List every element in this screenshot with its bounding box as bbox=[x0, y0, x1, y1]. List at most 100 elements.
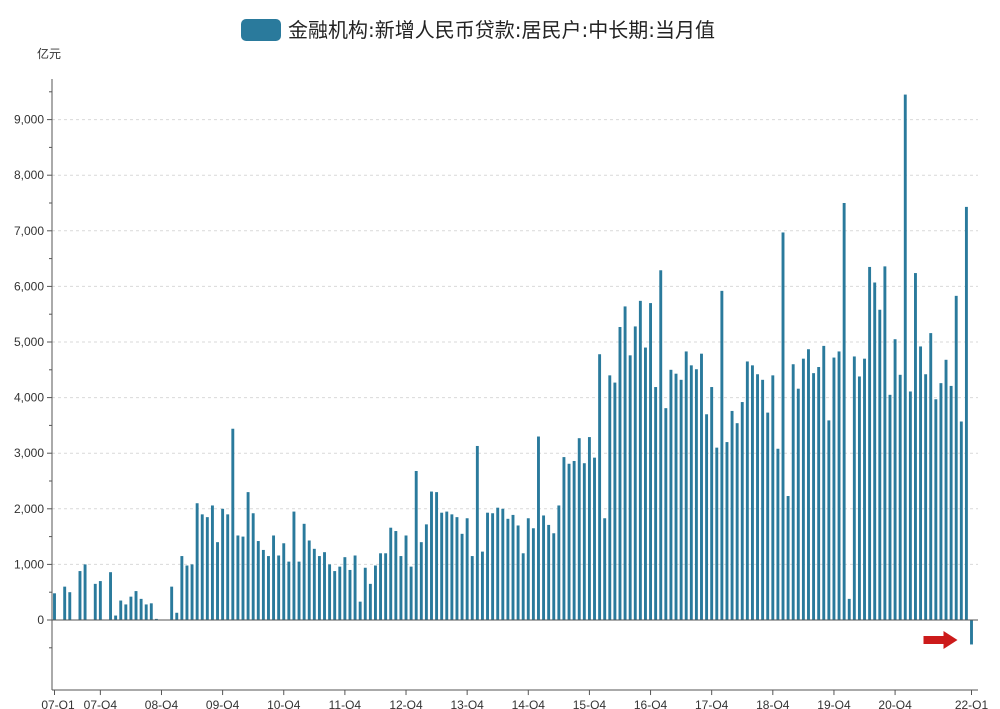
bar bbox=[506, 518, 510, 620]
bar bbox=[134, 591, 138, 620]
bar bbox=[440, 512, 444, 620]
x-tick-label: 15-Q4 bbox=[573, 698, 607, 709]
bar bbox=[577, 438, 581, 620]
bar bbox=[384, 553, 388, 620]
bar bbox=[200, 514, 204, 620]
annotation-arrow bbox=[923, 631, 958, 649]
bar bbox=[501, 508, 505, 620]
bar bbox=[511, 514, 515, 620]
bar bbox=[358, 601, 362, 620]
bar bbox=[679, 379, 683, 620]
bar bbox=[83, 564, 87, 620]
bar bbox=[394, 531, 398, 620]
bar bbox=[633, 326, 637, 620]
bar bbox=[78, 571, 82, 620]
bar bbox=[812, 373, 816, 620]
bar bbox=[175, 612, 179, 620]
bar bbox=[924, 374, 928, 620]
bar bbox=[786, 496, 790, 620]
bar bbox=[526, 518, 530, 620]
bar bbox=[694, 369, 698, 620]
bar bbox=[124, 604, 128, 620]
bar bbox=[898, 374, 902, 620]
bar bbox=[496, 507, 500, 620]
bar bbox=[139, 598, 143, 620]
bar bbox=[674, 373, 678, 620]
x-tick-label: 17-Q4 bbox=[695, 698, 729, 709]
bar bbox=[868, 266, 872, 620]
y-tick-label: 6,000 bbox=[14, 279, 44, 293]
bar bbox=[801, 358, 805, 620]
bar bbox=[557, 505, 561, 620]
bar bbox=[888, 394, 892, 620]
bar bbox=[735, 423, 739, 620]
bar bbox=[63, 586, 67, 620]
bar bbox=[832, 357, 836, 620]
bar bbox=[837, 351, 841, 620]
bar bbox=[547, 524, 551, 620]
y-tick-label: 2,000 bbox=[14, 502, 44, 516]
x-tick-label: 09-Q4 bbox=[206, 698, 240, 709]
bar bbox=[954, 295, 958, 620]
bar bbox=[771, 375, 775, 620]
bar bbox=[205, 517, 209, 620]
bar bbox=[944, 359, 948, 620]
bar bbox=[919, 346, 923, 620]
y-tick-label: 4,000 bbox=[14, 391, 44, 405]
bar bbox=[552, 533, 556, 620]
bar bbox=[323, 552, 326, 620]
bar bbox=[129, 596, 133, 620]
bar bbox=[338, 566, 342, 620]
bar bbox=[603, 518, 607, 620]
bar bbox=[317, 556, 321, 620]
bar bbox=[267, 556, 270, 620]
bar bbox=[333, 571, 337, 620]
y-tick-label: 1,000 bbox=[14, 557, 44, 571]
bar bbox=[817, 367, 821, 620]
bar bbox=[216, 542, 219, 620]
legend[interactable]: 金融机构:新增人民币贷款:居民户:中长期:当月值 bbox=[241, 18, 715, 42]
bar bbox=[404, 535, 408, 620]
bar bbox=[236, 535, 240, 620]
bar bbox=[480, 551, 484, 620]
y-tick-label: 7,000 bbox=[14, 224, 44, 238]
bar bbox=[883, 266, 887, 620]
bar bbox=[720, 290, 724, 620]
x-tick-label: 08-Q4 bbox=[145, 698, 179, 709]
bar bbox=[521, 553, 525, 620]
x-tick-label: 20-Q4 bbox=[878, 698, 912, 709]
bar bbox=[399, 556, 403, 620]
bar bbox=[745, 361, 749, 620]
bar bbox=[379, 553, 382, 620]
x-axis-ticks: 07-Q1 07-Q4 08-Q4 09-Q4 10-Q4 11-Q4 12-Q4 13-Q4… bbox=[41, 690, 988, 709]
bar bbox=[491, 513, 495, 620]
bar bbox=[649, 303, 652, 620]
bar bbox=[195, 503, 199, 620]
bar bbox=[638, 300, 642, 620]
bar bbox=[246, 492, 250, 620]
y-tick-label: 9,000 bbox=[14, 113, 44, 127]
bar bbox=[959, 421, 963, 620]
bar bbox=[328, 564, 332, 620]
bar bbox=[914, 273, 917, 620]
x-tick-label: 22-Q1 bbox=[955, 698, 989, 709]
bar bbox=[628, 355, 632, 620]
bar bbox=[389, 527, 393, 620]
bar bbox=[908, 391, 912, 620]
x-tick-label: 07-Q4 bbox=[84, 698, 118, 709]
bar bbox=[98, 581, 102, 620]
bar bbox=[231, 428, 235, 620]
bar bbox=[475, 445, 479, 620]
bar bbox=[776, 448, 780, 620]
bar bbox=[893, 339, 897, 620]
bar bbox=[654, 387, 658, 620]
legend-label: 金融机构:新增人民币贷款:居民户:中长期:当月值 bbox=[288, 18, 715, 42]
bar bbox=[149, 603, 153, 620]
bar bbox=[531, 528, 535, 620]
y-axis-ticks: 0 1,000 2,000 3,000 4,000 5,000 6,000 7,000 8,00… bbox=[14, 91, 52, 649]
legend-swatch bbox=[241, 19, 281, 41]
bar bbox=[307, 540, 311, 620]
bar bbox=[873, 282, 877, 620]
bar bbox=[170, 586, 174, 620]
bar bbox=[725, 442, 729, 620]
